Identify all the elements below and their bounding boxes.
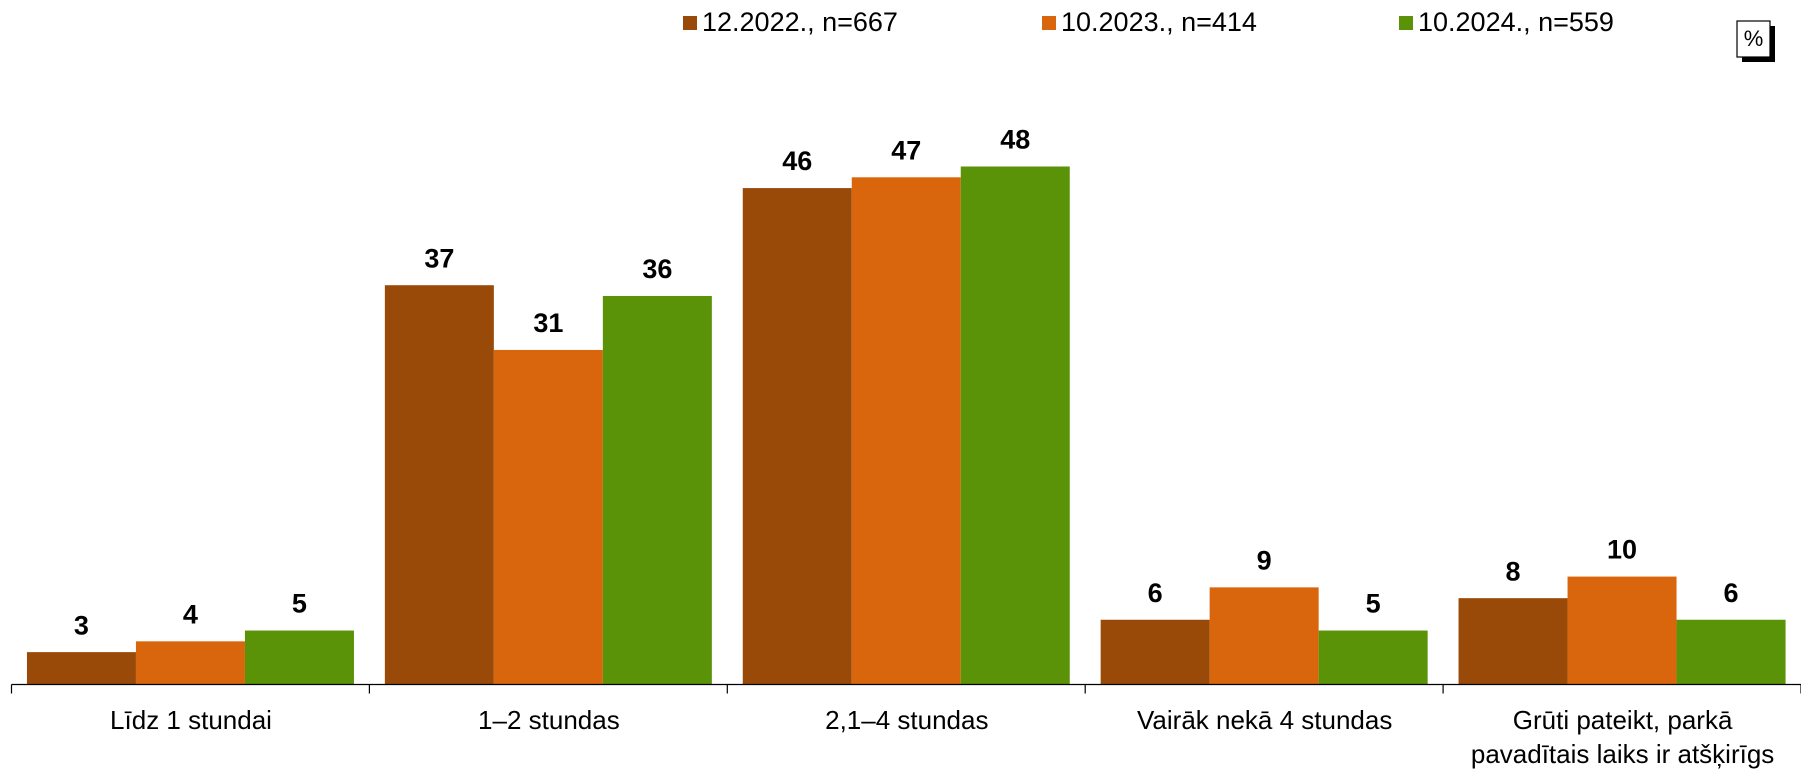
x-tick-label: Grūti pateikt, parkā pavadītais laiks ir… [1470,705,1775,769]
value-label: 3 [74,610,89,640]
bar [960,166,1070,685]
bar [1458,598,1568,685]
x-tick-label: Līdz 1 stundai [110,705,272,735]
bar [602,296,712,685]
value-label: 6 [1148,578,1163,608]
bar [493,349,603,685]
x-tick-label: 1–2 stundas [478,705,620,735]
legend-label: 12.2022., n=667 [702,7,898,37]
bar [135,641,245,685]
legend-label: 10.2024., n=559 [1418,7,1614,37]
value-label: 4 [183,599,198,629]
value-label: 36 [642,254,672,284]
bar [1100,619,1210,685]
bar [26,652,136,685]
bar [384,285,494,685]
value-label: 48 [1000,125,1030,155]
value-label: 5 [1366,589,1381,619]
legend-swatch [683,16,697,30]
value-label: 37 [424,243,454,273]
bar [1318,630,1428,685]
x-tick-label: 2,1–4 stundas [825,705,989,735]
legend-swatch [1042,16,1056,30]
x-tick-label: Vairāk nekā 4 stundas [1137,705,1393,735]
unit-box [1736,20,1771,58]
legend-swatch [1399,16,1413,30]
value-label: 31 [533,308,563,338]
value-label: 6 [1724,578,1739,608]
value-label: 10 [1607,535,1637,565]
bar [244,630,354,685]
bar [1567,576,1677,685]
value-label: 8 [1506,556,1521,586]
value-label: 47 [891,135,921,165]
value-label: 5 [292,589,307,619]
bar [742,188,852,685]
bar [851,177,961,685]
bar [1209,587,1319,685]
value-label: 46 [782,146,812,176]
value-label: 9 [1257,546,1272,576]
bar [1676,619,1786,685]
legend-label: 10.2023., n=414 [1061,7,1257,37]
unit-label: % [1744,26,1764,51]
